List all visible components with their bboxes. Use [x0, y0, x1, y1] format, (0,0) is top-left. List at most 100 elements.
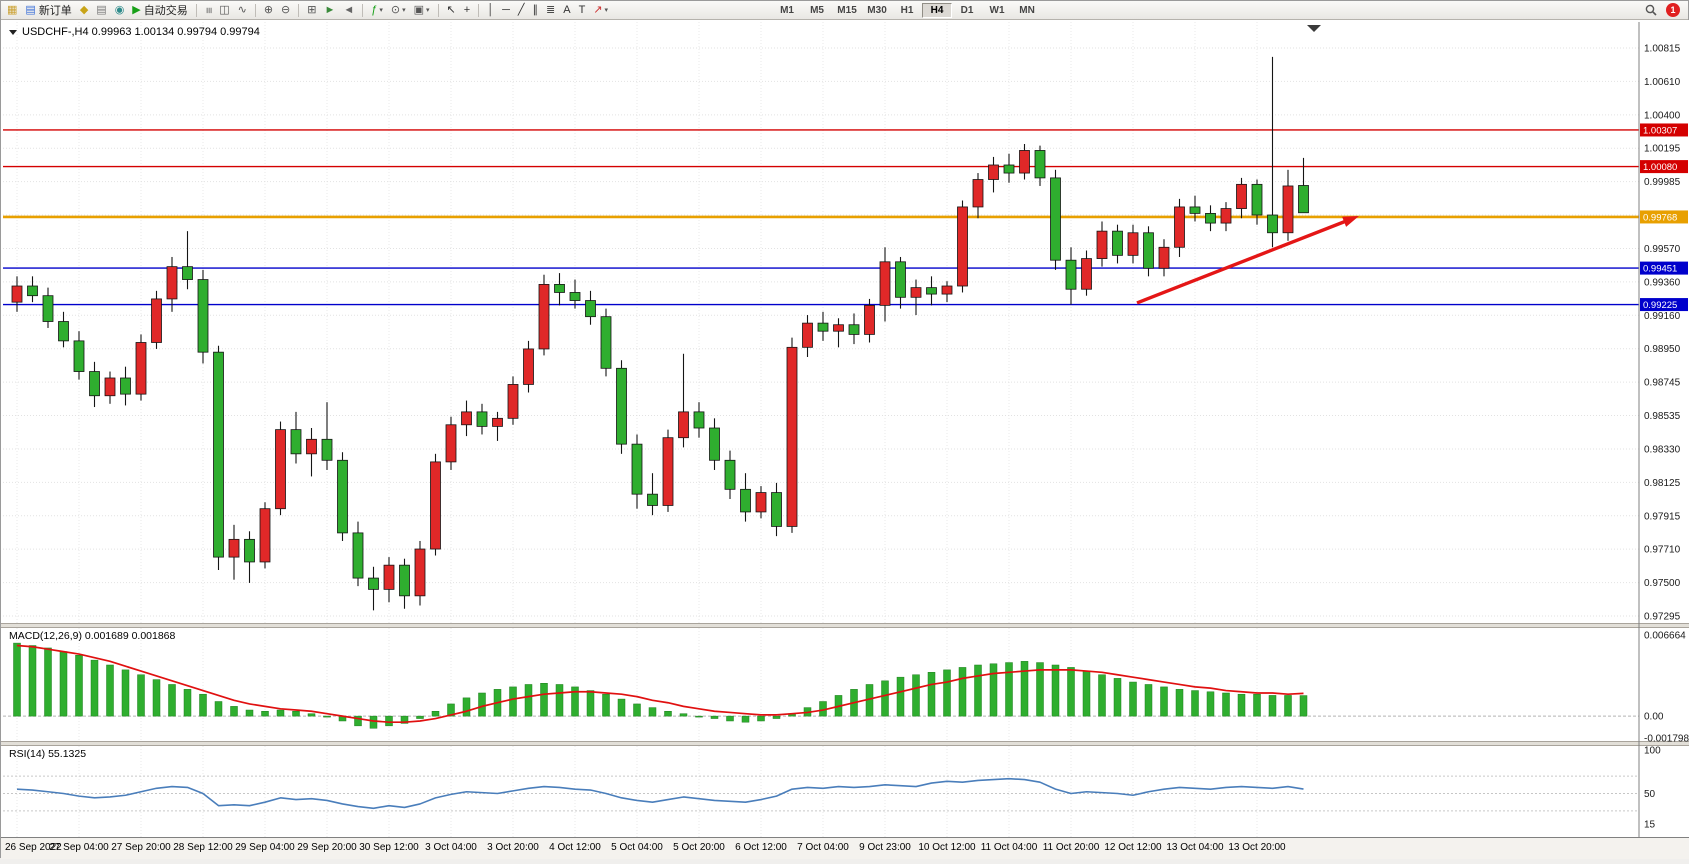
timeframe-h4[interactable]: H4: [922, 2, 953, 18]
candle-body-down: [740, 488, 751, 513]
search-icon[interactable]: [1644, 3, 1658, 17]
macd-histogram-bar: [1129, 681, 1137, 717]
candle-body-down: [58, 321, 69, 342]
arrows-icon[interactable]: ↗ ▾: [590, 2, 611, 19]
candle-body-up: [523, 348, 534, 385]
tile-windows-icon[interactable]: ⊞: [304, 2, 319, 19]
macd-histogram-bar: [90, 659, 99, 717]
pane-splitter[interactable]: [1, 623, 1689, 628]
timeframe-h1[interactable]: H1: [900, 4, 914, 16]
vertical-line-icon[interactable]: │: [484, 2, 497, 19]
macd-histogram-bar: [943, 669, 951, 717]
price-badge: [1640, 210, 1688, 224]
macd-histogram-bar: [633, 703, 641, 717]
chart-shift-icon[interactable]: ◄: [340, 2, 357, 19]
crosshair-icon[interactable]: +: [461, 2, 473, 19]
time-axis-label: 28 Sep 12:00: [173, 842, 233, 853]
trendline-icon[interactable]: ╱: [515, 2, 528, 19]
horizontal-line-icon[interactable]: ─: [499, 2, 513, 19]
candle-body-down: [647, 493, 658, 506]
price-axis-label: 0.98950: [1644, 344, 1681, 355]
chart-title-collapse-icon[interactable]: [9, 30, 17, 35]
timeframe-m5[interactable]: M5: [810, 4, 824, 16]
macd-histogram-bar: [555, 684, 564, 717]
equidistant-channel-icon: ∥: [532, 3, 539, 16]
bar-chart-icon[interactable]: ≡: [202, 2, 214, 19]
zoom-out-icon: ⊖: [281, 3, 291, 16]
equidistant-channel-icon[interactable]: ∥: [530, 2, 542, 19]
auto-scroll-icon: ►: [324, 3, 336, 16]
text-icon[interactable]: A: [560, 2, 573, 19]
macd-histogram-bar: [509, 686, 517, 717]
periods-icon[interactable]: ⊙ ▾: [388, 2, 409, 19]
time-axis-label: 26 Sep 2022: [5, 842, 62, 853]
symbols-icon: ▦: [7, 3, 18, 16]
new-order-button[interactable]: ▤ 新订单: [22, 2, 74, 19]
fibonacci-icon[interactable]: ≣: [543, 2, 558, 19]
toolbar-separator: [437, 3, 439, 17]
macd-histogram-bar: [137, 674, 145, 717]
candle-body-down: [631, 443, 643, 495]
macd-histogram-bar: [726, 715, 734, 722]
new-order-icon: ▤: [25, 3, 36, 16]
trend-arrow-annotation[interactable]: [1136, 215, 1359, 305]
autotrading-button[interactable]: ▶ 自动交易: [129, 2, 190, 19]
macd-histogram-bar: [214, 701, 223, 717]
chart-shift-marker[interactable]: [1307, 25, 1321, 32]
price-axis-label: 1.00815: [1644, 44, 1681, 55]
timeframe-mn[interactable]: MN: [1019, 4, 1035, 16]
text-label-icon[interactable]: T: [576, 2, 589, 19]
symbols-icon[interactable]: ▦: [4, 2, 20, 19]
price-axis[interactable]: 1.00815 1.00610 1.00400 1.00195 0.99985 0.997…: [1638, 22, 1689, 837]
macd-histogram-bar: [28, 645, 37, 717]
macd-histogram-bar: [447, 703, 455, 717]
candle-body-down: [848, 324, 860, 335]
chart-canvas[interactable]: MACD(12,26,9) 0.001689 0.001868 RSI(14) 5…: [1, 20, 1689, 859]
alerts-icon[interactable]: ◉: [112, 2, 128, 19]
pane-splitter[interactable]: [1, 741, 1689, 746]
templates-icon[interactable]: ▣ ▾: [411, 2, 433, 19]
price-axis-label: 0.99160: [1644, 311, 1681, 322]
macd-histogram-bar: [757, 715, 765, 722]
candle-body-down: [1050, 177, 1061, 261]
candlestick-chart-icon[interactable]: ◫: [216, 2, 232, 19]
horizontal-line-objects[interactable]: [3, 129, 1639, 306]
macd-histogram-bar: [524, 684, 533, 717]
line-chart-icon[interactable]: ∿: [235, 2, 250, 19]
metaeditor-icon[interactable]: ◆: [77, 2, 91, 19]
macd-histogram-bar: [1144, 684, 1153, 717]
price-badge-label: 0.99768: [1643, 212, 1677, 223]
toolbar-separator: [254, 3, 256, 17]
macd-histogram-bar: [1098, 674, 1106, 717]
toolbar-separator: [362, 3, 364, 17]
candle-body-up: [1019, 150, 1030, 174]
timeframe-m1[interactable]: M1: [780, 4, 794, 16]
macd-histogram-bar: [1191, 690, 1199, 717]
zoom-in-icon[interactable]: ⊕: [261, 2, 276, 19]
auto-scroll-icon[interactable]: ►: [321, 2, 338, 19]
macd-histogram-bar: [400, 715, 409, 724]
notifications-badge[interactable]: 1: [1666, 3, 1680, 17]
time-axis-label: 13 Oct 20:00: [1228, 842, 1286, 853]
fibonacci-icon: ≣: [546, 3, 556, 16]
timeframe-d1[interactable]: D1: [960, 4, 974, 16]
candle-body-down: [73, 340, 85, 372]
zoom-out-icon[interactable]: ⊖: [278, 2, 293, 19]
timeframe-m30[interactable]: M30: [867, 4, 887, 16]
indicators-icon[interactable]: ƒ ▾: [368, 2, 386, 19]
price-axis-label: 0.98330: [1644, 444, 1681, 455]
cursor-icon[interactable]: ↖: [444, 2, 459, 19]
timeframe-m15[interactable]: M15: [837, 4, 857, 16]
candle-body-up: [151, 298, 162, 343]
text-icon: A: [563, 3, 571, 16]
candle-body-up: [228, 538, 240, 558]
chart-window: MACD(12,26,9) 0.001689 0.001868 RSI(14) 5…: [1, 20, 1689, 859]
candle-body-down: [290, 429, 302, 455]
indicators-icon: ƒ: [371, 3, 378, 16]
candle-body-up: [910, 287, 922, 298]
price-badge: [1640, 261, 1688, 275]
dropdown-caret-icon: ▾: [426, 7, 430, 14]
timeframe-w1[interactable]: W1: [989, 4, 1005, 16]
expert-advisors-icon[interactable]: ▤: [93, 2, 109, 19]
